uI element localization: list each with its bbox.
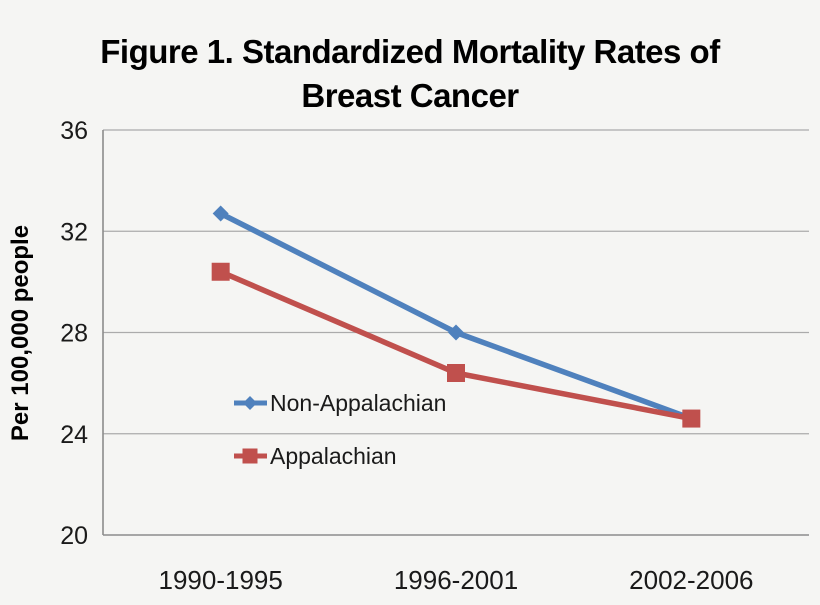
y-tick-label: 20 [60, 522, 88, 550]
y-tick-label: 36 [60, 117, 88, 145]
square-marker [447, 364, 465, 382]
diamond-marker [448, 324, 464, 341]
y-tick-label: 28 [60, 320, 88, 348]
chart-title-line1: Figure 1. Standardized Mortality Rates o… [100, 33, 720, 70]
diamond-marker [243, 396, 257, 410]
square-marker [682, 409, 701, 428]
square-marker [211, 262, 230, 281]
y-tick-label: 24 [60, 421, 88, 449]
x-tick-label: 1996-2001 [394, 565, 518, 595]
x-tick-label: 2002-2006 [629, 565, 753, 595]
legend-label: Appalachian [270, 443, 397, 469]
diamond-marker [212, 205, 229, 222]
legend-label: Non-Appalachian [270, 390, 446, 416]
series-line [217, 210, 695, 422]
chart-title: Figure 1. Standardized Mortality Rates o… [0, 30, 820, 117]
y-tick-label: 32 [60, 218, 88, 246]
x-tick-label: 1990-1995 [158, 565, 282, 595]
chart-title-line2: Breast Cancer [301, 76, 519, 114]
square-marker [242, 448, 258, 464]
